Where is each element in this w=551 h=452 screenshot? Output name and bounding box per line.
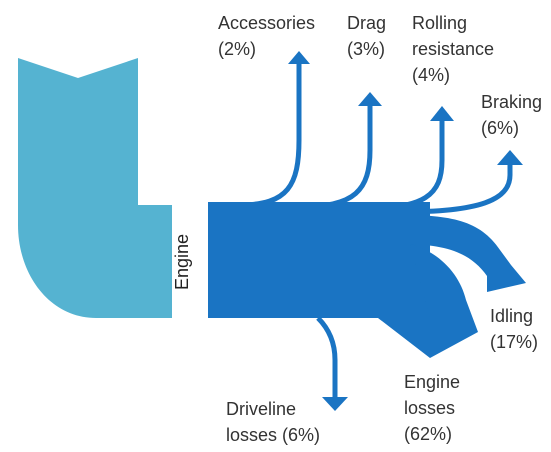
label-braking-name: Braking [481, 92, 543, 112]
label-drag-name: Drag [347, 13, 387, 33]
flow-rolling-resistance [359, 106, 454, 212]
label-idling: Idling (17%) [490, 303, 538, 355]
input-flow [18, 58, 172, 318]
label-braking-percent: (6%) [481, 118, 520, 138]
label-drag: Drag (3%) [347, 10, 386, 62]
label-engine-losses-name-1: Engine [404, 372, 461, 392]
label-accessories: Accessories (2%) [218, 10, 315, 62]
label-engine-losses: Engine losses (62%) [404, 369, 460, 447]
label-driveline-losses: Driveline losses (6%) [226, 396, 320, 448]
label-rolling-name-1: Rolling [412, 13, 468, 33]
label-driveline-name: Driveline [226, 399, 297, 419]
label-engine-losses-percent: (62%) [404, 424, 453, 444]
flow-drag [299, 92, 382, 210]
label-accessories-name: Accessories [218, 13, 316, 33]
label-engine-losses-name-2: losses [404, 398, 456, 418]
flow-driveline-losses [316, 316, 348, 411]
flow-braking [399, 150, 523, 215]
label-idling-name: Idling [490, 306, 534, 326]
engine-label: Engine [172, 233, 192, 290]
label-drag-percent: (3%) [347, 39, 386, 59]
flow-engine-losses [378, 244, 478, 358]
label-driveline-percent: losses (6%) [226, 425, 321, 445]
flow-idling [400, 215, 526, 292]
flow-accessories [239, 51, 310, 208]
label-accessories-percent: (2%) [218, 39, 257, 59]
label-rolling-percent: (4%) [412, 65, 451, 85]
engine-block [208, 202, 430, 318]
label-idling-percent: (17%) [490, 332, 539, 352]
label-rolling-name-2: resistance [412, 39, 495, 59]
label-braking: Braking (6%) [481, 89, 542, 141]
label-rolling-resistance: Rolling resistance (4%) [412, 10, 494, 88]
